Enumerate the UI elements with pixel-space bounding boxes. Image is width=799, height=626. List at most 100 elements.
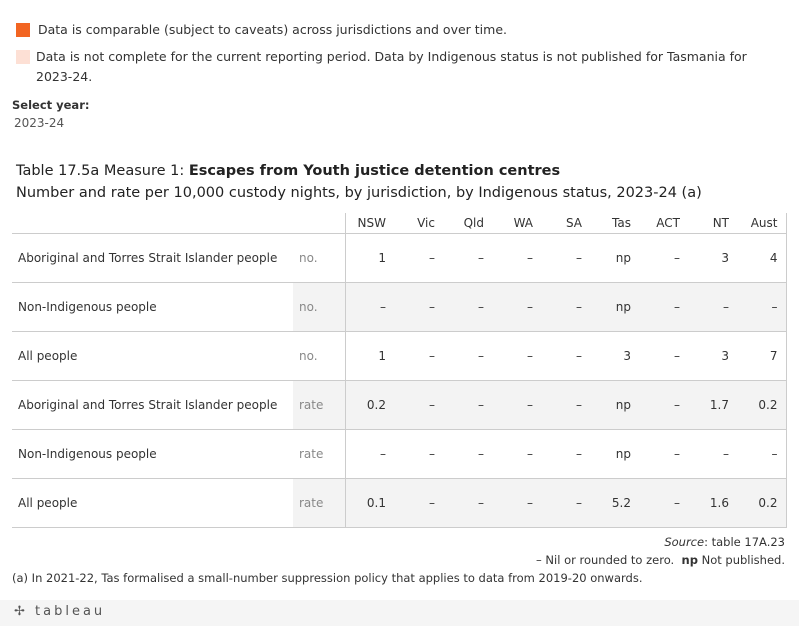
cell-sa: –	[541, 330, 590, 380]
cell-aust: –	[737, 281, 787, 331]
cell-tas: 5.2	[590, 477, 639, 528]
cell-act: –	[639, 428, 688, 478]
cell-nsw: 0.1	[344, 477, 394, 528]
cell-vic: –	[394, 281, 443, 331]
cell-qld: –	[443, 330, 492, 380]
title-prefix: Table 17.5a Measure 1:	[16, 163, 189, 179]
table-row: Aboriginal and Torres Strait Islander pe…	[12, 379, 787, 429]
title-measure: Escapes from Youth justice detention cen…	[188, 163, 561, 179]
row-unit: no.	[293, 281, 345, 331]
cell-nt: 3	[688, 330, 737, 380]
cell-act: –	[639, 477, 688, 528]
row-unit: rate	[293, 379, 345, 429]
cell-qld: –	[443, 281, 492, 331]
footnote-a: (a) In 2021-22, Tas formalised a small-n…	[12, 571, 643, 585]
row-label: Non-Indigenous people	[12, 281, 293, 331]
column-header-tas: Tas	[612, 215, 631, 230]
cell-nsw: 0.2	[344, 379, 394, 429]
column-header-wa: WA	[513, 215, 533, 230]
row-unit: rate	[293, 477, 345, 528]
cell-vic: –	[394, 232, 443, 282]
year-filter-label: Select year:	[12, 98, 90, 112]
cell-aust: 4	[737, 232, 787, 282]
row-unit: no.	[293, 232, 345, 282]
cell-wa: –	[492, 281, 541, 331]
column-header-vic: Vic	[417, 215, 435, 230]
cell-nt: –	[688, 428, 737, 478]
cell-nt: 3	[688, 232, 737, 282]
data-table: NSW Vic Qld WA SA Tas ACT NT Aust Aboriginal and…	[12, 213, 787, 528]
cell-qld: –	[443, 379, 492, 429]
cell-aust: 7	[737, 330, 787, 380]
cell-sa: –	[541, 428, 590, 478]
cell-aust: 0.2	[737, 477, 787, 528]
cell-sa: –	[541, 232, 590, 282]
column-header-sa: SA	[565, 215, 582, 230]
legend-incomplete: Data is not complete for the current rep…	[14, 47, 774, 87]
cell-wa: –	[492, 379, 541, 429]
table-row: Non-Indigenous people rate – – – – – np – – –	[12, 428, 787, 478]
cell-sa: –	[541, 477, 590, 528]
cell-tas: np	[590, 428, 639, 478]
cell-act: –	[639, 281, 688, 331]
np-note: Not published.	[697, 553, 785, 567]
source-text: : table 17A.23	[704, 535, 785, 549]
cell-nsw: 1	[344, 330, 394, 380]
cell-act: –	[639, 330, 688, 380]
column-header-act: ACT	[656, 215, 680, 230]
cell-sa: –	[541, 281, 590, 331]
table-row: All people no. 1– – – –3–3 7	[12, 330, 787, 380]
cell-wa: –	[492, 477, 541, 528]
cell-qld: –	[443, 477, 492, 528]
light-swatch-icon	[16, 50, 30, 64]
cell-qld: –	[443, 232, 492, 282]
column-header-nt: NT	[712, 215, 729, 230]
cell-aust: –	[737, 428, 787, 478]
cell-tas: np	[590, 232, 639, 282]
cell-aust: 0.2	[737, 379, 787, 429]
cell-wa: –	[492, 330, 541, 380]
legend-comparable: Data is comparable (subject to caveats) …	[16, 20, 507, 40]
row-unit: rate	[293, 428, 345, 478]
tableau-logo[interactable]: ✢ tableau	[14, 604, 106, 619]
tableau-toolbar	[0, 600, 799, 626]
cell-nsw: 1	[344, 232, 394, 282]
cell-nt: –	[688, 281, 737, 331]
cell-tas: np	[590, 379, 639, 429]
cell-tas: np	[590, 281, 639, 331]
cell-wa: –	[492, 232, 541, 282]
cell-sa: –	[541, 379, 590, 429]
cell-nsw: –	[344, 281, 394, 331]
cell-wa: –	[492, 428, 541, 478]
column-header-aust: Aust	[737, 213, 787, 233]
row-unit: no.	[293, 330, 345, 380]
orange-swatch-icon	[16, 23, 30, 37]
cell-nt: 1.6	[688, 477, 737, 528]
year-filter-value[interactable]: 2023-24	[14, 116, 65, 130]
nil-note: – Nil or rounded to zero.	[536, 553, 675, 567]
column-header-nsw: NSW	[344, 213, 394, 233]
row-label: All people	[12, 330, 293, 380]
cell-vic: –	[394, 428, 443, 478]
table-row: Aboriginal and Torres Strait Islander pe…	[12, 232, 787, 282]
cell-nsw: –	[344, 428, 394, 478]
symbols-note: – Nil or rounded to zero. np Not publish…	[536, 553, 785, 567]
cell-vic: –	[394, 330, 443, 380]
row-label: Aboriginal and Torres Strait Islander pe…	[12, 232, 293, 282]
np-abbrev: np	[681, 553, 698, 567]
table-row: Non-Indigenous people no. – – – – – np – – –	[12, 281, 787, 331]
cell-tas: 3	[590, 330, 639, 380]
table-row: All people rate 0.1– – – –5.2–1.6 0.2	[12, 477, 787, 528]
cell-qld: –	[443, 428, 492, 478]
cell-act: –	[639, 232, 688, 282]
row-label: Non-Indigenous people	[12, 428, 293, 478]
cell-nt: 1.7	[688, 379, 737, 429]
column-header-qld: Qld	[463, 215, 484, 230]
table-title: Table 17.5a Measure 1: Escapes from Yout…	[16, 163, 560, 179]
row-label: All people	[12, 477, 293, 528]
source-label: Source	[664, 535, 705, 549]
cell-act: –	[639, 379, 688, 429]
cell-vic: –	[394, 477, 443, 528]
row-label: Aboriginal and Torres Strait Islander pe…	[12, 379, 293, 429]
source-note: Source: table 17A.23	[664, 535, 785, 549]
